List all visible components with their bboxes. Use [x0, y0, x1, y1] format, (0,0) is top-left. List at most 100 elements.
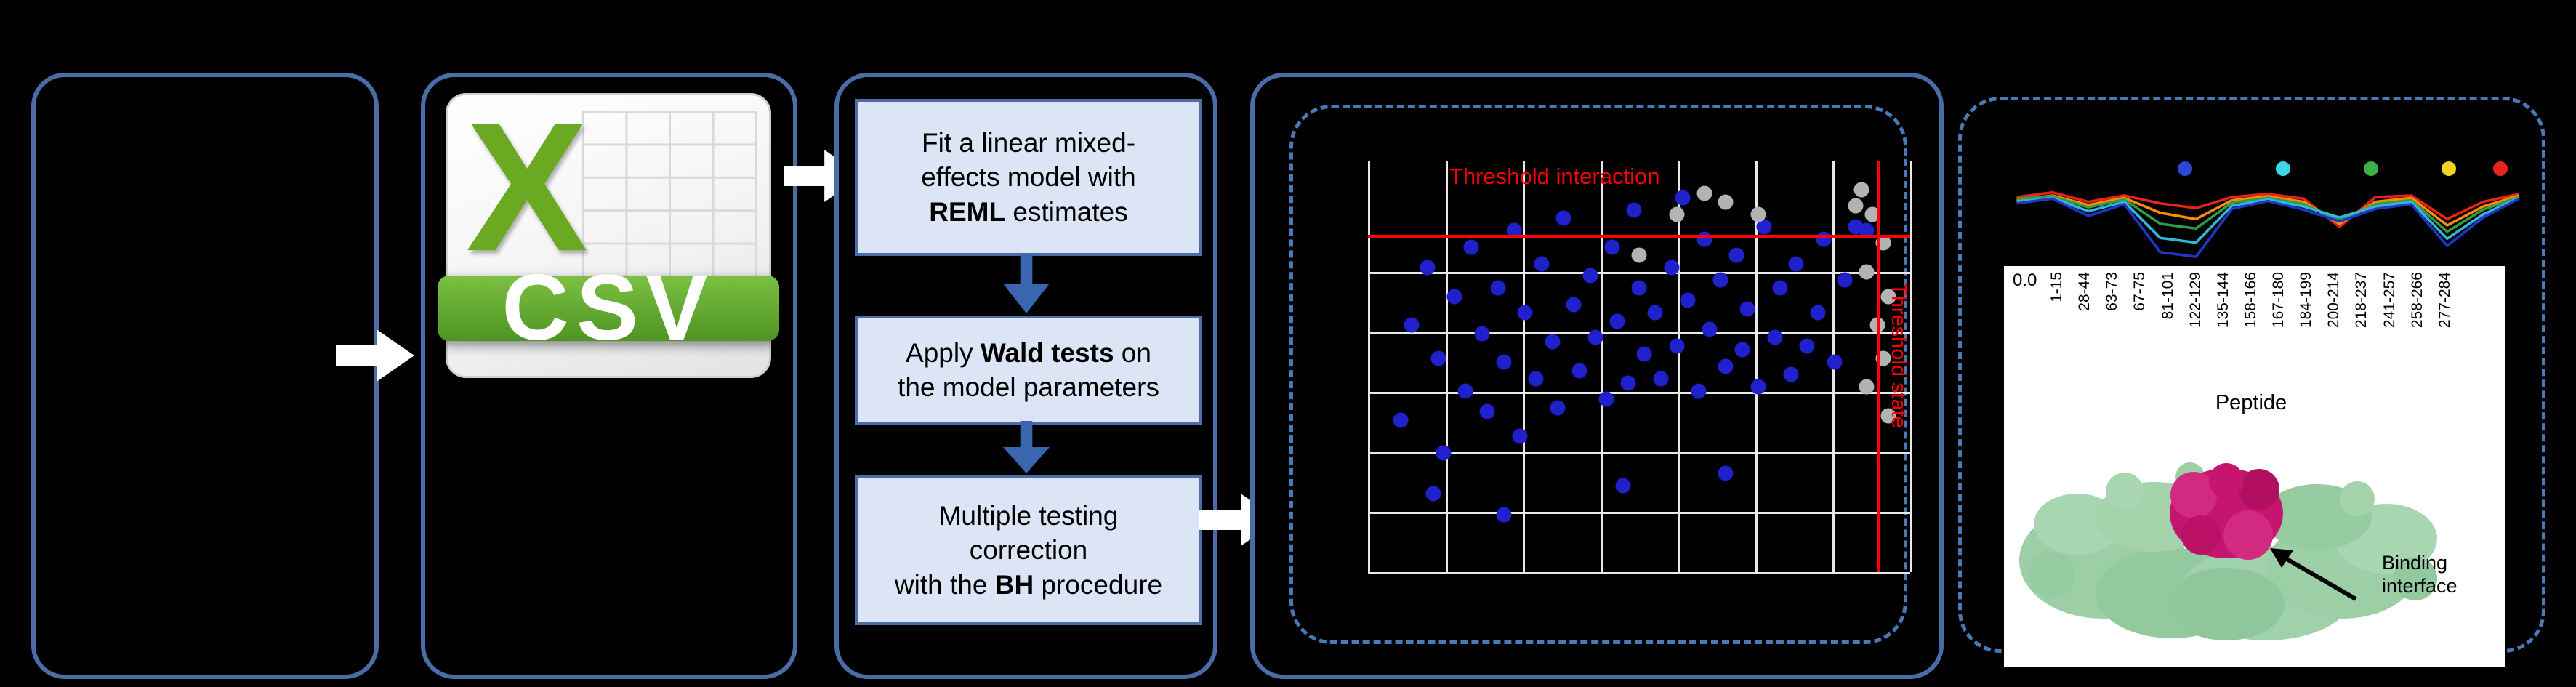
gridline-horizontal [1368, 392, 1910, 395]
scatter-point [1430, 350, 1446, 366]
scatter-point [1859, 222, 1875, 238]
scatter-point [1810, 305, 1826, 321]
peptide-tick-label: 258-266 [2408, 272, 2426, 329]
scatter-point [1675, 190, 1691, 206]
uptake-series-line [2016, 196, 2519, 232]
scatter-point-secondary [1750, 206, 1766, 222]
gridline-horizontal [1368, 512, 1910, 515]
threshold-scatter-plot: Threshold interaction Threshold state [1368, 161, 1912, 574]
scatter-point-secondary [1669, 206, 1685, 222]
timepoint-legend [2010, 161, 2526, 177]
peptide-tick-label: 28-44 [2076, 272, 2093, 311]
scatter-point-secondary [1853, 182, 1869, 198]
scatter-point [1615, 478, 1631, 494]
step-bh-correction: Multiple testing correction with the BH pr… [855, 475, 1202, 625]
peptide-tick-label: 63-73 [2104, 272, 2121, 311]
scatter-point [1517, 305, 1533, 321]
scatter-point [1691, 383, 1707, 399]
scatter-point [1712, 272, 1728, 288]
scatter-point [1566, 297, 1582, 313]
scatter-point [1756, 219, 1772, 235]
uptake-series-line [2016, 193, 2519, 228]
scatter-point [1534, 256, 1550, 271]
scatter-point [1772, 280, 1788, 296]
csv-file-icon: X CSV [437, 84, 780, 378]
scatter-point-secondary [1864, 206, 1880, 222]
scatter-point [1669, 338, 1685, 354]
scatter-point [1528, 371, 1544, 387]
peptide-tick-label: 81-101 [2159, 272, 2176, 320]
uptake-series-line [2016, 196, 2519, 225]
peptide-tick-label: 167-180 [2270, 272, 2287, 329]
scatter-point [1393, 412, 1409, 428]
scatter-point [1555, 210, 1571, 226]
peptide-tick-label: 135-144 [2214, 272, 2231, 329]
step-fit-model: Fit a linear mixed-effects model with REM… [855, 99, 1202, 256]
peptide-tick-label: 67-75 [2131, 272, 2149, 311]
scatter-point-secondary [1631, 247, 1647, 263]
y-axis-tick-zero: 0.0 [2013, 270, 2037, 290]
scatter-point [1587, 329, 1603, 345]
panel-results-dashed: 0.0 1-15 28-44 63-73 67-75 81-101 122-129 135-… [1958, 97, 2545, 667]
scatter-point [1788, 256, 1804, 271]
uptake-series-line [2016, 198, 2519, 243]
threshold-state-label: Threshold state [1887, 283, 1911, 428]
peptide-tick-label: 1-15 [2048, 272, 2065, 303]
scatter-point [1647, 305, 1663, 321]
timepoint-legend-dot [2276, 161, 2291, 176]
scatter-point [1626, 202, 1642, 218]
panel-scatter-output: Threshold interaction Threshold state [1250, 73, 1944, 679]
threshold-interaction-label: Threshold interaction [1449, 164, 1660, 189]
scatter-point [1718, 358, 1734, 374]
state-threshold-line [1877, 161, 1881, 572]
scatter-point-secondary [1718, 194, 1734, 210]
scatter-point [1512, 428, 1528, 444]
peptide-tick-label: 200-214 [2325, 272, 2343, 329]
peptide-tick-label: 277-284 [2436, 272, 2453, 329]
peptide-tick-labels: 1-15 28-44 63-73 67-75 81-101 122-129 135-144 1… [2048, 272, 2453, 387]
scatter-point [1816, 231, 1832, 247]
down-arrow-2 [1003, 421, 1050, 473]
binding-interface-arrow [2270, 548, 2357, 601]
scatter-point [1496, 354, 1511, 370]
scatter-point [1457, 383, 1473, 399]
scatter-point [1799, 338, 1815, 354]
scatter-point-secondary [1859, 264, 1875, 280]
scatter-point [1664, 260, 1680, 276]
scatter-point [1420, 260, 1436, 276]
peptide-tick-label: 122-129 [2186, 272, 2204, 329]
dashed-output-frame [1289, 105, 1907, 644]
step-fit-model-text: Fit a linear mixed-effects model with REM… [921, 127, 1136, 227]
peptide-axis-and-structure: 0.0 1-15 28-44 63-73 67-75 81-101 122-129 135-… [2004, 266, 2505, 667]
uptake-line-chart [2010, 142, 2526, 273]
scatter-point [1739, 301, 1755, 317]
csv-banner-label: CSV [437, 256, 780, 360]
timepoint-legend-dot [2441, 161, 2456, 176]
uptake-lines-svg [2010, 182, 2526, 269]
scatter-point [1631, 280, 1647, 296]
scatter-point [1550, 400, 1566, 416]
step-wald-tests: Apply Wald tests on the model parameters [855, 316, 1202, 425]
gridline-vertical [1601, 161, 1603, 572]
scatter-point-secondary [1696, 185, 1712, 201]
timepoint-legend-dot [2492, 161, 2508, 176]
scatter-point [1506, 222, 1522, 238]
scatter-point [1474, 326, 1490, 342]
gridline-vertical [1677, 161, 1680, 572]
scatter-point [1718, 465, 1734, 481]
peptide-tick-label: 218-237 [2353, 272, 2370, 329]
gridline-vertical [1445, 161, 1448, 572]
scatter-point [1545, 334, 1561, 350]
gridline-horizontal [1368, 451, 1910, 454]
excel-x-logo: X [465, 84, 589, 289]
scatter-point [1604, 239, 1620, 255]
spreadsheet-grid [582, 110, 757, 278]
gridline-vertical [1523, 161, 1526, 572]
down-arrow-1 [1003, 254, 1050, 313]
scatter-point [1837, 272, 1853, 288]
scatter-point [1653, 371, 1669, 387]
scatter-point [1750, 379, 1766, 395]
scatter-point [1680, 292, 1696, 308]
scatter-point [1598, 391, 1614, 407]
scatter-point [1404, 317, 1420, 333]
